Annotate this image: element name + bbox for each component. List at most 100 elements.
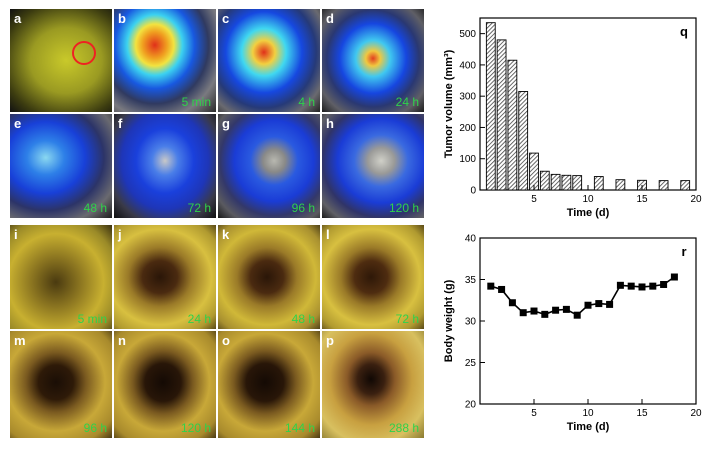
y-axis-title: Body weight (g) <box>443 279 455 362</box>
panel-time: 72 h <box>395 312 419 326</box>
y-tick-label: 25 <box>465 358 477 369</box>
panel-label: j <box>118 227 122 242</box>
data-point <box>519 309 527 317</box>
bar <box>561 174 572 191</box>
panel-label: p <box>326 333 334 348</box>
panel-g: g 96 h <box>217 113 321 219</box>
bar <box>680 180 691 191</box>
data-point <box>638 283 646 291</box>
y-tick-label: 500 <box>459 29 476 40</box>
data-point <box>562 305 570 313</box>
panel-time: 144 h <box>284 421 315 435</box>
panel-l: l 72 h <box>321 224 425 330</box>
x-tick-label: 15 <box>636 408 648 419</box>
panel-m: m 96 h <box>9 330 113 439</box>
panel-a: a <box>9 8 113 113</box>
data-point <box>498 285 506 293</box>
x-tick-label: 15 <box>636 194 648 205</box>
panel-time: 72 h <box>187 201 211 215</box>
data-point <box>616 281 624 289</box>
panel-time: 96 h <box>83 421 107 435</box>
panel-label: h <box>326 116 334 131</box>
series-line <box>490 276 675 317</box>
x-tick-label: 20 <box>690 194 702 205</box>
y-tick-label: 0 <box>470 186 476 197</box>
data-point <box>649 282 657 290</box>
x-tick-label: 10 <box>582 194 594 205</box>
plot-frame <box>479 237 697 405</box>
data-point <box>660 280 668 288</box>
panel-label: e <box>14 116 22 131</box>
data-point <box>573 311 581 319</box>
bar <box>539 170 550 191</box>
x-tick-label: 20 <box>690 408 702 419</box>
bar <box>496 39 507 191</box>
panel-b: b 5 min <box>113 8 217 113</box>
data-point <box>595 300 603 308</box>
panel-label: c <box>222 11 230 26</box>
panel-time: 4 h <box>298 95 315 109</box>
data-point <box>541 310 549 318</box>
y-tick-label: 30 <box>465 317 477 328</box>
panel-h: h 120 h <box>321 113 425 219</box>
bar <box>658 180 669 191</box>
panel-label: l <box>326 227 330 242</box>
bar <box>518 91 529 191</box>
bar <box>593 176 604 191</box>
panel-f: f 72 h <box>113 113 217 219</box>
body-weight-chart: 5 10 15 20 20 25 30 35 40 Time (d) Body weight (g)… <box>443 234 702 434</box>
y-tick-label: 20 <box>465 400 477 411</box>
bar <box>529 152 539 191</box>
y-tick-label: 200 <box>459 123 476 134</box>
panel-label: o <box>222 333 230 348</box>
panel-label: k <box>222 227 230 242</box>
panel-label: b <box>118 11 126 26</box>
panel-label: r <box>681 244 686 259</box>
data-point <box>530 307 538 315</box>
x-axis-title: Time (d) <box>567 207 610 219</box>
panel-label: i <box>14 227 18 242</box>
panel-time: 288 h <box>388 421 419 435</box>
panel-k: k 48 h <box>217 224 321 330</box>
y-tick-label: 300 <box>459 92 476 103</box>
panel-label: g <box>222 116 230 131</box>
panel-e: e 48 h <box>9 113 113 219</box>
bar <box>485 22 496 191</box>
y-tick-label: 100 <box>459 154 476 165</box>
panel-time: 5 min <box>181 95 211 109</box>
panel-time: 120 h <box>388 201 419 215</box>
data-point <box>584 301 592 309</box>
data-point <box>670 273 678 281</box>
panel-n: n 120 h <box>113 330 217 439</box>
data-point <box>627 282 635 290</box>
data-point <box>508 299 516 307</box>
panel-label: n <box>118 333 126 348</box>
y-tick-label: 40 <box>465 234 477 245</box>
panel-label: f <box>118 116 123 131</box>
x-tick-label: 5 <box>531 408 537 419</box>
data-point <box>487 282 495 290</box>
x-tick-label: 10 <box>582 408 594 419</box>
x-axis-title: Time (d) <box>567 421 610 433</box>
panel-time: 5 min <box>77 312 107 326</box>
panel-i: i 5 min <box>9 224 113 330</box>
y-axis-title: Tumor volume (mm³) <box>443 49 455 158</box>
panel-label: a <box>14 11 22 26</box>
panel-label: q <box>680 24 688 39</box>
panel-time: 24 h <box>187 312 211 326</box>
panel-c: c 4 h <box>217 8 321 113</box>
panel-o: o 144 h <box>217 330 321 439</box>
data-point <box>552 306 560 314</box>
bar <box>507 59 518 191</box>
panel-d: d 24 h <box>321 8 425 113</box>
panel-time: 48 h <box>83 201 107 215</box>
panel-label: d <box>326 11 334 26</box>
panel-time: 96 h <box>291 201 315 215</box>
y-tick-label: 400 <box>459 60 476 71</box>
y-tick-label: 35 <box>465 275 477 286</box>
panel-label: m <box>14 333 26 348</box>
bar <box>550 173 561 191</box>
panel-time: 24 h <box>395 95 419 109</box>
injection-site-circle <box>72 41 96 65</box>
